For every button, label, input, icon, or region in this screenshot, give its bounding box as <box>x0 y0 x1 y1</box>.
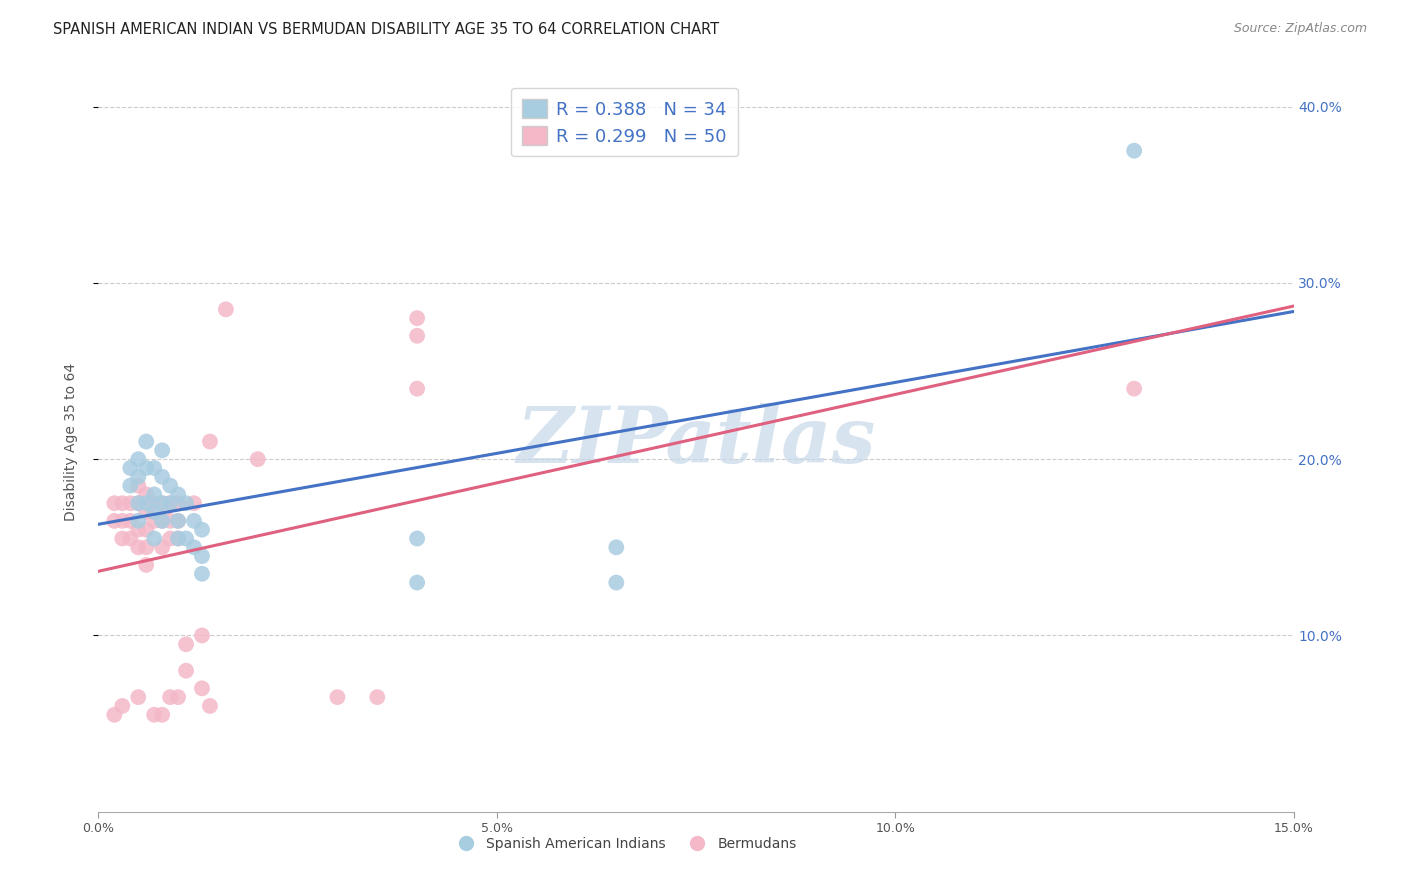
Point <box>143 496 166 510</box>
Point <box>127 523 149 537</box>
Point <box>167 487 190 501</box>
Y-axis label: Disability Age 35 to 64: Disability Age 35 to 64 <box>63 362 77 521</box>
Point <box>150 470 173 484</box>
Point <box>120 532 142 546</box>
Point <box>135 496 157 510</box>
Point <box>127 541 149 555</box>
Text: Source: ZipAtlas.com: Source: ZipAtlas.com <box>1233 22 1367 36</box>
Point <box>103 514 125 528</box>
Point <box>143 707 166 722</box>
Point <box>167 514 190 528</box>
Point <box>127 452 149 467</box>
Legend: Spanish American Indians, Bermudans: Spanish American Indians, Bermudans <box>446 831 803 856</box>
Point <box>605 541 627 555</box>
Point <box>120 496 142 510</box>
Point <box>174 637 197 651</box>
Point <box>127 514 149 528</box>
Point <box>127 496 149 510</box>
Point <box>167 690 190 705</box>
Point <box>127 496 149 510</box>
Point <box>406 532 429 546</box>
Point <box>159 496 181 510</box>
Point <box>111 698 134 713</box>
Point <box>127 470 149 484</box>
Point <box>1123 382 1146 396</box>
Point <box>143 461 166 475</box>
Point <box>103 496 125 510</box>
Point <box>406 311 429 326</box>
Point <box>143 532 166 546</box>
Point <box>191 628 214 642</box>
Text: ZIPatlas: ZIPatlas <box>516 403 876 480</box>
Point <box>103 707 125 722</box>
Text: SPANISH AMERICAN INDIAN VS BERMUDAN DISABILITY AGE 35 TO 64 CORRELATION CHART: SPANISH AMERICAN INDIAN VS BERMUDAN DISA… <box>53 22 720 37</box>
Point <box>159 690 181 705</box>
Point <box>150 496 173 510</box>
Point <box>167 532 190 546</box>
Point <box>406 575 429 590</box>
Point <box>150 514 173 528</box>
Point <box>127 690 149 705</box>
Point <box>174 664 197 678</box>
Point <box>120 478 142 492</box>
Point <box>246 452 269 467</box>
Point <box>127 478 149 492</box>
Point <box>198 434 221 449</box>
Point <box>111 532 134 546</box>
Point <box>183 514 205 528</box>
Point <box>135 523 157 537</box>
Point <box>143 505 166 519</box>
Point <box>406 328 429 343</box>
Point <box>159 514 181 528</box>
Point <box>198 698 221 713</box>
Point <box>111 496 134 510</box>
Point <box>111 514 134 528</box>
Point <box>605 575 627 590</box>
Point <box>150 707 173 722</box>
Point <box>135 487 157 501</box>
Point <box>174 532 197 546</box>
Point <box>366 690 388 705</box>
Point <box>150 541 173 555</box>
Point <box>135 558 157 572</box>
Point <box>150 496 173 510</box>
Point <box>174 496 197 510</box>
Point <box>215 302 238 317</box>
Point <box>135 434 157 449</box>
Point <box>159 478 181 492</box>
Point <box>167 532 190 546</box>
Point <box>326 690 349 705</box>
Point <box>150 514 173 528</box>
Point <box>191 566 214 581</box>
Point <box>120 461 142 475</box>
Point <box>191 681 214 696</box>
Point <box>406 382 429 396</box>
Point <box>143 514 166 528</box>
Point <box>135 461 157 475</box>
Point <box>135 505 157 519</box>
Point <box>191 523 214 537</box>
Point <box>143 487 166 501</box>
Point <box>183 496 205 510</box>
Point <box>1123 144 1146 158</box>
Point <box>183 541 205 555</box>
Point <box>135 541 157 555</box>
Point <box>120 514 142 528</box>
Point <box>159 496 181 510</box>
Point <box>191 549 214 563</box>
Point <box>167 514 190 528</box>
Point <box>150 443 173 458</box>
Point <box>159 532 181 546</box>
Point <box>167 496 190 510</box>
